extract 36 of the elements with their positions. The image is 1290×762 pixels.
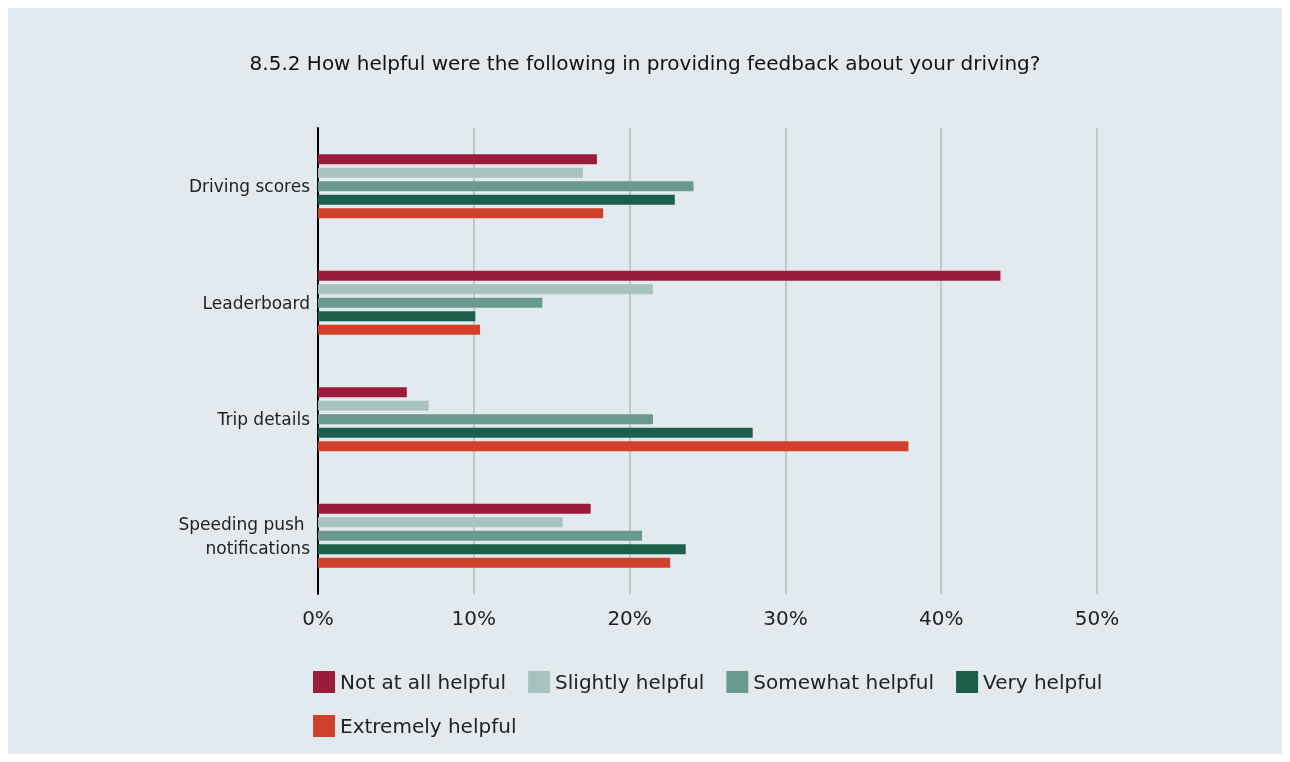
bar: [318, 311, 476, 322]
x-tick-label: 30%: [763, 606, 808, 630]
y-tick-label: Speeding push notifications: [178, 513, 311, 558]
bar: [318, 503, 591, 514]
chart-title: 8.5.2 How helpful were the following in providing feedback about your driving?: [249, 51, 1041, 75]
x-tick-label: 10%: [451, 606, 497, 630]
bar: [318, 441, 909, 452]
legend-label: Somewhat helpful: [753, 670, 935, 694]
legend-label: Slightly helpful: [555, 670, 705, 694]
bar: [318, 181, 694, 192]
bar: [318, 154, 597, 165]
bar: [318, 297, 543, 308]
legend-label: Very helpful: [983, 670, 1103, 694]
y-tick-label: Leaderboard: [202, 292, 310, 313]
bar: [318, 270, 1001, 281]
bar: [318, 557, 671, 568]
bar: [318, 324, 481, 335]
x-tick-label: 0%: [302, 606, 334, 630]
bar: [318, 400, 429, 411]
bar: [318, 387, 407, 398]
y-tick-label: Driving scores: [188, 176, 311, 197]
bar: [318, 414, 653, 425]
x-tick-label: 20%: [607, 606, 652, 630]
bar: [318, 167, 583, 178]
bar: [318, 194, 675, 205]
x-tick-label: 50%: [1074, 606, 1120, 630]
legend-label: Not at all helpful: [340, 670, 507, 694]
bar: [318, 208, 604, 219]
bar: [318, 544, 686, 555]
y-tick-label: Trip details: [216, 409, 311, 430]
bar: [318, 517, 563, 528]
bar: [318, 427, 753, 438]
legend-label: Extremely helpful: [340, 714, 517, 738]
x-tick-label: 40%: [918, 606, 964, 630]
bar: [318, 530, 643, 541]
bar: [318, 284, 653, 295]
